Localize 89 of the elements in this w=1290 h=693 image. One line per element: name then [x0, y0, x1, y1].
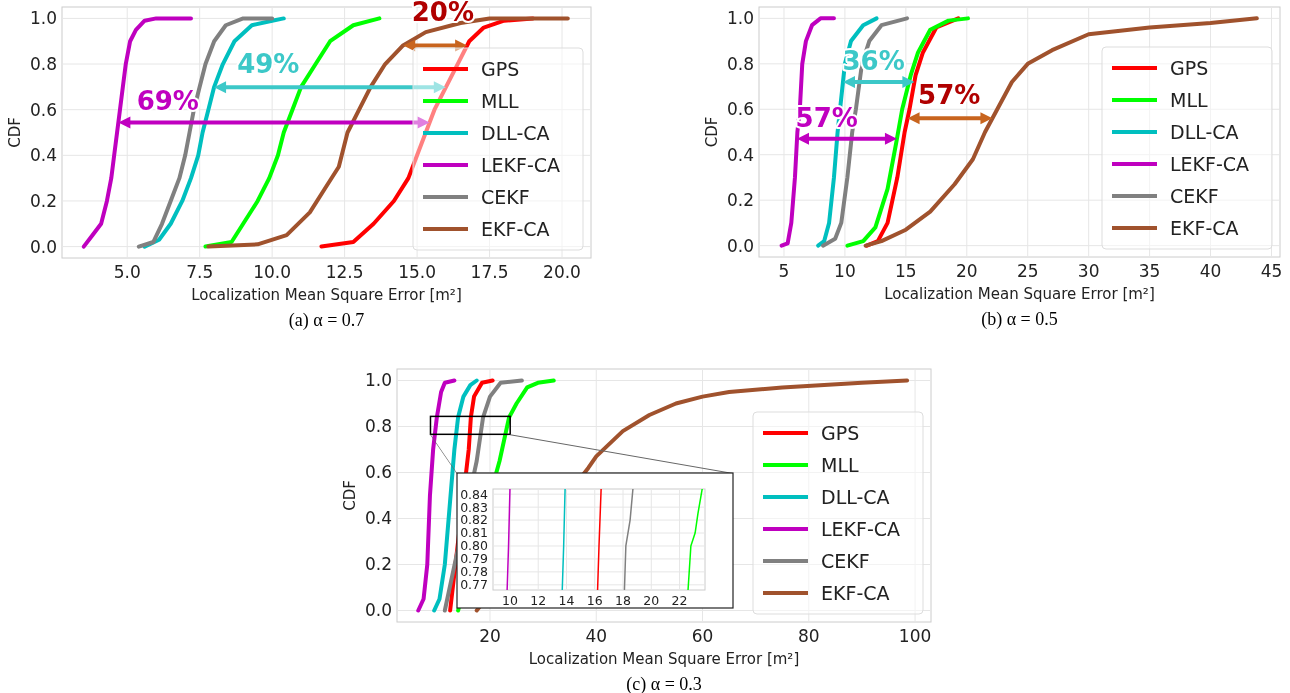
x-tick-label: 35 [1138, 261, 1161, 281]
y-tick-label: 0.82 [460, 512, 488, 528]
y-tick-label: 1.0 [29, 8, 57, 29]
legend-label: GPS [821, 422, 860, 444]
annotation: 57% [918, 80, 981, 111]
legend-label: DLL-CA [821, 486, 890, 508]
x-tick-label: 15 [895, 261, 917, 281]
legend-label: GPS [481, 58, 520, 80]
legend-label: EKF-CA [821, 582, 890, 604]
y-tick-label: 0.80 [460, 538, 489, 554]
legend-label: EKF-CA [1170, 217, 1239, 239]
x-tick-label: 22 [671, 593, 688, 608]
legend-label: DLL-CA [1170, 121, 1239, 143]
x-tick-label: 7.5 [186, 262, 214, 282]
y-tick-label: 0.78 [460, 564, 489, 580]
y-tick-label: 0.0 [29, 236, 57, 257]
legend-label: MLL [481, 90, 519, 112]
x-tick-label: 60 [691, 626, 714, 646]
legend-label: LEKF-CA [1170, 153, 1250, 175]
x-tick-label: 30 [1077, 261, 1100, 281]
x-tick-label: 15.0 [398, 262, 437, 282]
x-tick-label: 10 [834, 261, 856, 281]
x-tick-label: 25 [1016, 261, 1039, 281]
annotation: 69% [136, 86, 199, 117]
y-tick-label: 0.2 [29, 190, 57, 211]
y-tick-label: 0.6 [726, 99, 754, 120]
legend-label: CEKF [821, 550, 870, 572]
legend-label: CEKF [1170, 185, 1219, 207]
legend-label: GPS [1170, 57, 1209, 79]
x-tick-label: 12.5 [325, 262, 364, 282]
y-tick-label: 0.8 [726, 53, 754, 74]
line-series [416, 378, 457, 613]
x-tick-label: 20.0 [543, 262, 581, 282]
x-tick-label: 17.5 [470, 262, 509, 282]
legend-label: LEKF-CA [481, 154, 561, 176]
y-tick-label: 0.4 [29, 145, 57, 166]
annotation: 20% [411, 0, 474, 28]
x-tick-label: 80 [797, 626, 820, 646]
line-series [623, 489, 634, 590]
y-tick-label: 0.81 [460, 525, 488, 541]
legend-label: MLL [1170, 89, 1208, 111]
y-tick-label: 0.77 [460, 577, 488, 593]
y-tick-label: 0.2 [726, 190, 754, 211]
legend-label: LEKF-CA [821, 518, 901, 540]
x-axis-title: Localization Mean Square Error [m²] [884, 285, 1155, 303]
text: (c) α = 0.3 [626, 674, 702, 693]
x-tick-label: 45 [1260, 261, 1283, 281]
line-series [203, 16, 382, 249]
x-tick-label: 20 [643, 593, 660, 608]
y-tick-label: 0.0 [364, 600, 392, 621]
y-tick-label: 1.0 [364, 370, 392, 391]
legend-label: DLL-CA [481, 122, 550, 144]
x-tick-label: 5 [778, 261, 790, 281]
y-axis-title: CDF [6, 117, 24, 148]
x-tick-label: 10 [502, 593, 518, 608]
x-axis-title: Localization Mean Square Error [m²] [528, 650, 800, 668]
line-series [687, 489, 703, 590]
y-axis-title: CDF [703, 116, 721, 148]
y-tick-label: 0.79 [460, 551, 489, 567]
y-tick-label: 0.0 [726, 235, 754, 256]
x-tick-label: 5.0 [113, 262, 141, 282]
y-tick-label: 1.0 [726, 8, 754, 29]
x-tick-label: 40 [585, 626, 608, 646]
legend-label: MLL [821, 454, 859, 476]
x-tick-label: 40 [1199, 261, 1222, 281]
y-tick-label: 0.8 [364, 416, 392, 437]
y-axis-title: CDF [341, 480, 359, 511]
text: (a) α = 0.7 [288, 310, 365, 331]
y-tick-label: 0.6 [29, 99, 57, 120]
y-tick-label: 0.4 [726, 144, 754, 165]
y-tick-label: 0.83 [460, 499, 488, 515]
x-tick-label: 16 [586, 593, 603, 608]
y-tick-label: 0.6 [364, 462, 392, 483]
x-axis-title: Localization Mean Square Error [m²] [191, 286, 462, 304]
x-tick-label: 20 [955, 261, 978, 281]
annotation: 49% [237, 49, 300, 80]
x-tick-label: 12 [530, 593, 547, 608]
text: (b) α = 0.5 [981, 309, 1058, 330]
x-tick-label: 100 [898, 626, 932, 646]
legend-label: EKF-CA [481, 218, 550, 240]
x-tick-label: 20 [479, 626, 501, 646]
y-tick-label: 0.8 [29, 54, 57, 74]
legend-label: CEKF [481, 186, 530, 208]
x-tick-label: 18 [615, 593, 632, 608]
y-tick-label: 0.2 [364, 554, 392, 575]
x-tick-label: 14 [558, 593, 575, 608]
x-tick-label: 10.0 [253, 262, 292, 282]
y-tick-label: 0.4 [364, 508, 392, 529]
y-tick-label: 0.84 [460, 486, 489, 502]
